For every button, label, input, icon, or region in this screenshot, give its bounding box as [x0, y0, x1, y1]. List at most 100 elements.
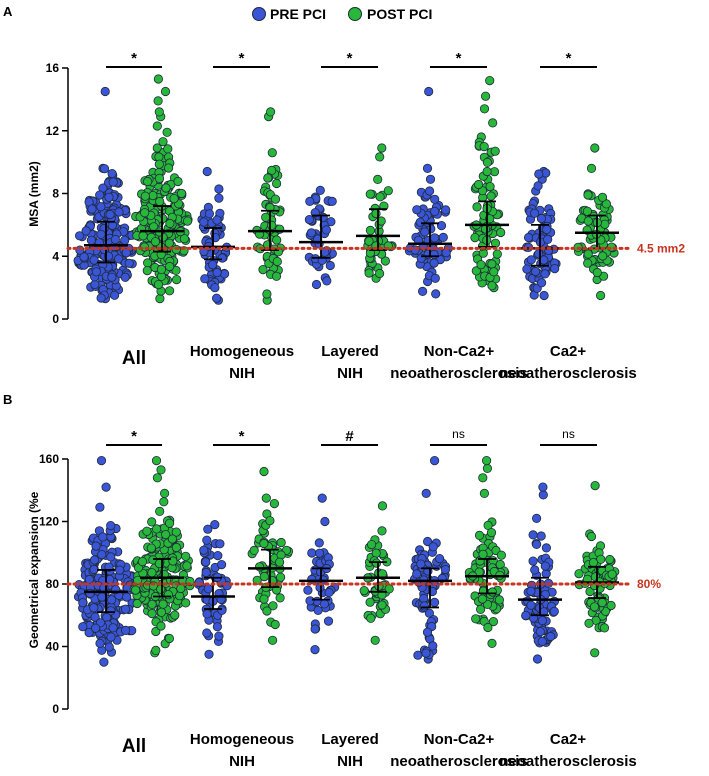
panel-b-pre-point: [97, 592, 107, 602]
panel-b-pre-point: [422, 536, 433, 547]
panel-b-pre-group-3: [408, 455, 452, 664]
panel-a-post-point: [476, 260, 486, 270]
panel-b-post-point: [176, 583, 186, 594]
panel-a-pre-point: [79, 252, 89, 262]
panel-b-pre-point: [201, 557, 211, 567]
panel-b-pre-point: [95, 638, 105, 649]
panel-b-pre-point: [203, 584, 213, 594]
panel-a-pre-group-4: [518, 166, 562, 301]
panel-a-post-point: [140, 208, 150, 218]
panel-b-pre-point: [537, 636, 547, 647]
panel-b-pre-point: [530, 565, 540, 575]
panel-a-pre-point: [114, 254, 124, 264]
panel-a-significance: * * * * *: [106, 50, 597, 68]
panel-a-pre-point: [107, 169, 117, 179]
panel-b-pre-point: [204, 649, 214, 659]
panel-a-post-point: [267, 148, 277, 158]
panel-b-pre-point: [213, 550, 223, 561]
panel-a-pre-point: [199, 217, 209, 227]
panel-a-post-point: [153, 279, 164, 290]
legend-pre-marker: [252, 7, 266, 21]
panel-a-pre-point: [107, 272, 117, 282]
panel-b-post-point: [275, 572, 286, 582]
panel-a-pre-point: [436, 221, 447, 231]
panel-b-post-point: [481, 455, 492, 466]
panel-b-post-point: [181, 598, 191, 608]
panel-a-pre-group-3: [404, 86, 453, 299]
panel-a-post-point: [374, 268, 385, 279]
panel-b-post-group-4: [574, 480, 620, 658]
panel-a-y-tick-label: 16: [46, 61, 60, 75]
panel-a-significance-label: *: [239, 50, 245, 67]
panel-b-pre-point: [121, 625, 131, 636]
panel-a-post-point: [375, 192, 385, 202]
panel-a-pre-point: [534, 249, 544, 259]
panel-b-post-point: [478, 473, 488, 483]
panel-b-post-point: [156, 465, 166, 475]
panel-b-post-point: [167, 534, 177, 544]
panel-a-post-point: [154, 173, 165, 183]
panel-a-pre-point: [422, 163, 433, 173]
panel-a-post-point: [143, 176, 153, 187]
panel-b-pre-point: [428, 641, 438, 651]
panel-a-groups: [73, 74, 619, 305]
panel-a-pre-point: [526, 255, 536, 265]
panel-b-post-point: [267, 635, 278, 645]
panel-b-category-label: Non-Ca2+: [424, 731, 495, 748]
panel-b-pre-point: [440, 564, 450, 575]
panel-b-post-point: [147, 599, 157, 609]
panel-a-pre-point: [412, 205, 422, 215]
panel-a-pre-point: [542, 224, 552, 234]
panel-a-post-point: [583, 258, 593, 268]
panel-a-post-point: [482, 157, 492, 167]
panel-a-pre-point: [420, 227, 430, 237]
panel-a-pre-group-1: [191, 166, 235, 305]
panel-a-post-point: [172, 274, 182, 285]
panel-b-post-point: [366, 613, 376, 623]
panel-b-post-point: [152, 473, 162, 483]
panel-b-post-point: [606, 600, 616, 611]
panel-b-category-label: NIH: [337, 753, 363, 770]
panel-a-post-point: [489, 267, 499, 277]
panel-a-post-point: [365, 225, 375, 235]
panel-b-post-point: [147, 517, 157, 527]
panel-a-post-point: [169, 194, 179, 204]
panel-b-pre-point: [104, 642, 114, 652]
panel-a-pre-point: [533, 181, 543, 191]
panel-b-pre-point: [421, 488, 431, 498]
panel-a-y-ticks: 0 4 8 12 16: [46, 61, 68, 326]
panel-a-post-point: [365, 189, 375, 199]
panel-b-pre-point: [106, 552, 116, 562]
panel-a-pre-point: [75, 231, 85, 241]
panel-b-post-point: [377, 590, 387, 600]
panel-b-post-point: [160, 488, 170, 498]
panel-b-significance-label: *: [131, 428, 137, 445]
panel-a-post-point: [270, 194, 281, 204]
panel-b-post-point: [151, 626, 161, 637]
panel-a-pre-point: [305, 196, 315, 206]
panel-a-pre-point: [522, 264, 532, 274]
panel-a-pre-point: [214, 184, 224, 194]
panel-b-pre-point: [416, 559, 426, 569]
panel-b-pre-point: [421, 648, 431, 658]
panel-b-pre-point: [313, 605, 323, 616]
panel-a-pre-point: [417, 286, 428, 296]
panel-b-post-point: [165, 518, 175, 528]
panel-b-post-point: [182, 561, 192, 571]
panel-a-post-point: [600, 219, 610, 229]
panel-b-pre-point: [214, 631, 224, 641]
panel-a-post-point: [148, 191, 158, 201]
panel-a-post-point: [492, 249, 502, 259]
panel-a-post-point: [595, 290, 606, 301]
panel-a-y-tick-label: 12: [46, 124, 60, 138]
panel-a-post-point: [165, 286, 175, 296]
panel-a-post-point: [383, 186, 393, 196]
panel-a-post-point: [173, 176, 183, 187]
panel-a-post-point: [160, 86, 171, 97]
panel-a-pre-point: [325, 260, 335, 271]
panel-a-post-point: [586, 163, 597, 173]
panel-a-post-point: [479, 142, 489, 152]
legend-pre-label: PRE PCI: [270, 6, 326, 22]
panel-b-post-point: [259, 594, 269, 604]
